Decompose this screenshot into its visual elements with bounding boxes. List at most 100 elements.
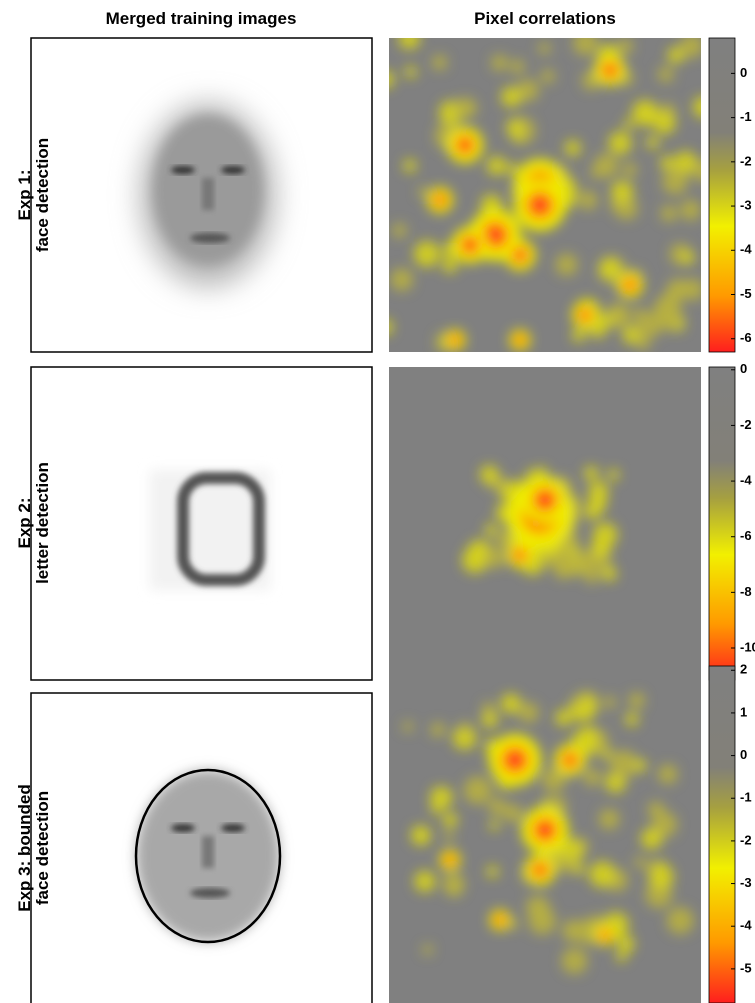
- row-label-line: Exp 1:: [15, 169, 34, 220]
- correlation-map: [389, 367, 701, 680]
- blob: [531, 196, 549, 214]
- colorbar-tick-label: 0: [740, 747, 747, 762]
- colorbar: [708, 665, 736, 1003]
- blob: [442, 812, 458, 828]
- blob: [680, 199, 701, 221]
- blob: [510, 59, 525, 74]
- blob: [430, 722, 446, 737]
- correlation-map: [389, 666, 701, 1003]
- blob: [647, 801, 665, 818]
- blob: [674, 151, 698, 174]
- colorbar-tick-label: -6: [740, 330, 752, 345]
- blob: [583, 567, 600, 584]
- row-label-line: face detection: [33, 138, 52, 252]
- blob: [451, 336, 459, 344]
- blob: [617, 38, 633, 54]
- blob: [693, 96, 701, 118]
- blob: [482, 702, 496, 715]
- blob: [484, 523, 498, 537]
- colorbar-tick-label: -5: [740, 286, 752, 301]
- blob: [484, 547, 506, 569]
- blob: [516, 336, 524, 344]
- colorbar-tick-label: 1: [740, 704, 747, 719]
- blob: [631, 100, 659, 127]
- row-label-line: Exp 3: bounded: [15, 784, 34, 912]
- blob: [413, 240, 440, 268]
- blob: [446, 856, 454, 864]
- blob: [628, 692, 645, 709]
- blob: [679, 38, 701, 58]
- colorbar-tick-label: -2: [740, 417, 752, 432]
- row-label: Exp 2:letter detection: [15, 462, 52, 584]
- blob: [486, 156, 506, 176]
- blob: [664, 288, 681, 305]
- blob: [442, 257, 458, 273]
- blob: [692, 159, 701, 182]
- column-title: Merged training images: [106, 9, 297, 28]
- colorbar-tick-label: -5: [740, 960, 752, 975]
- merged-image: [30, 692, 373, 1003]
- blob: [542, 767, 566, 792]
- colorbar-tick-label: -2: [740, 153, 752, 168]
- blob: [503, 804, 523, 823]
- blob: [506, 118, 524, 136]
- blob: [601, 566, 617, 582]
- blob: [644, 860, 657, 873]
- blob: [561, 947, 588, 974]
- blob: [634, 856, 645, 868]
- colorbar-tick-label: -1: [740, 790, 752, 805]
- colorbar-tick-label: -1: [740, 109, 752, 124]
- blob: [558, 556, 579, 577]
- blob: [573, 863, 585, 875]
- blob: [608, 131, 632, 155]
- blob: [555, 253, 578, 276]
- blob: [414, 870, 436, 892]
- blob: [538, 42, 551, 55]
- correlation-map: [389, 38, 701, 352]
- blob: [588, 481, 609, 502]
- blobs: [462, 465, 620, 584]
- blob: [564, 754, 576, 766]
- blob: [518, 702, 539, 723]
- blobs: [389, 38, 701, 352]
- blob: [390, 268, 414, 291]
- colorbar-tick-label: -2: [740, 832, 752, 847]
- colorbar-tick-label: 0: [740, 65, 747, 80]
- colorbar: [708, 37, 736, 353]
- blob: [607, 469, 620, 481]
- blob: [508, 919, 519, 930]
- blob: [392, 223, 407, 238]
- blob: [454, 97, 476, 119]
- row-label-line: letter detection: [33, 462, 52, 584]
- blob: [610, 180, 634, 203]
- blob: [528, 907, 556, 935]
- blob: [640, 828, 663, 850]
- merged-image: [30, 366, 373, 681]
- blob: [515, 550, 525, 560]
- blob: [599, 257, 621, 279]
- blob: [572, 696, 584, 707]
- colorbar-tick-label: -4: [740, 473, 752, 488]
- colorbar-tick-label: 0: [740, 361, 747, 376]
- blob: [610, 750, 638, 778]
- blob: [657, 66, 674, 83]
- blob: [633, 758, 647, 772]
- blob: [404, 66, 417, 78]
- blob: [430, 803, 442, 815]
- blob: [666, 907, 694, 935]
- blob: [584, 503, 601, 520]
- colorbar-tick-label: -3: [740, 875, 752, 890]
- blob: [578, 190, 598, 210]
- blob: [667, 46, 685, 64]
- blob: [514, 249, 526, 261]
- colorbar-tick-label: -6: [740, 528, 752, 543]
- colorbar-tick-label: -10: [740, 639, 755, 654]
- blob: [540, 69, 555, 84]
- blob: [555, 709, 572, 727]
- blob: [601, 931, 609, 939]
- row-label: Exp 1:face detection: [15, 138, 52, 252]
- colorbar-tick-label: -4: [740, 242, 752, 257]
- blob: [486, 865, 499, 878]
- blob: [635, 312, 662, 339]
- blob: [564, 140, 581, 157]
